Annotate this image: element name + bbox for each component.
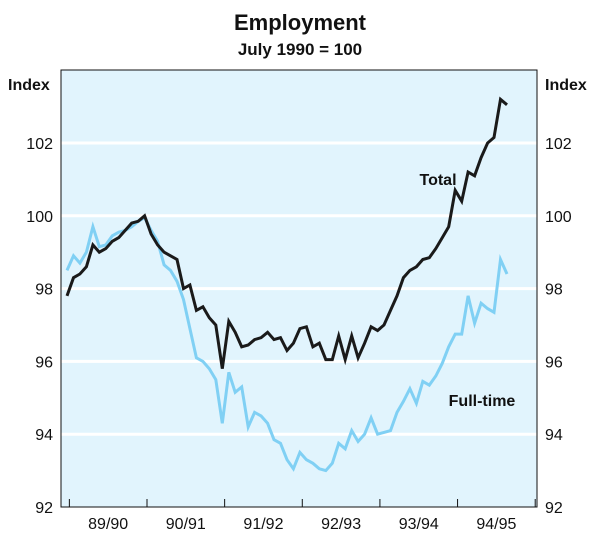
y-tick-label-left: 100 bbox=[26, 209, 53, 226]
chart-title: Employment bbox=[234, 10, 367, 35]
y-tick-label-right: 100 bbox=[545, 209, 572, 226]
y-tick-label-right: 98 bbox=[545, 282, 563, 299]
y-tick-label-left: 102 bbox=[26, 136, 53, 153]
chart-subtitle: July 1990 = 100 bbox=[238, 40, 362, 59]
y-tick-label-right: 102 bbox=[545, 136, 572, 153]
x-tick-label: 94/95 bbox=[476, 516, 516, 533]
series-label-fulltime: Full-time bbox=[449, 393, 516, 410]
x-tick-label: 91/92 bbox=[243, 516, 283, 533]
x-tick-label: 92/93 bbox=[321, 516, 361, 533]
series-label-total: Total bbox=[419, 172, 456, 189]
series-line-total bbox=[65, 96, 508, 369]
y-tick-label-right: 92 bbox=[545, 500, 563, 517]
y-tick-label-left: 96 bbox=[35, 354, 53, 371]
x-tick-label: 89/90 bbox=[88, 516, 128, 533]
y-tick-label-right: 94 bbox=[545, 427, 563, 444]
y-axis-label-right: Index bbox=[545, 77, 587, 94]
plot-frame bbox=[60, 69, 538, 508]
y-tick-label-left: 98 bbox=[35, 282, 53, 299]
y-tick-label-right: 96 bbox=[545, 354, 563, 371]
y-axis-label-left: Index bbox=[8, 77, 50, 94]
x-tick-label: 90/91 bbox=[166, 516, 206, 533]
x-tick-label: 93/94 bbox=[399, 516, 439, 533]
y-tick-label-left: 94 bbox=[35, 427, 53, 444]
y-tick-label-left: 92 bbox=[35, 500, 53, 517]
